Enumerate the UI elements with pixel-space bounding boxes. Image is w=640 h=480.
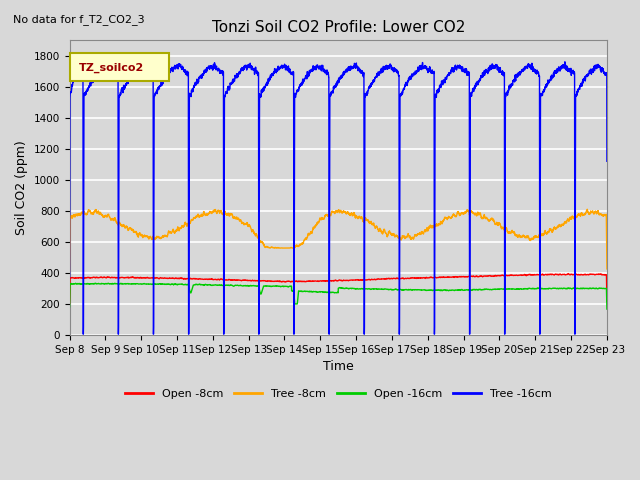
- X-axis label: Time: Time: [323, 360, 354, 373]
- Y-axis label: Soil CO2 (ppm): Soil CO2 (ppm): [15, 140, 28, 235]
- Title: Tonzi Soil CO2 Profile: Lower CO2: Tonzi Soil CO2 Profile: Lower CO2: [212, 20, 465, 35]
- Text: No data for f_T2_CO2_3: No data for f_T2_CO2_3: [13, 14, 145, 25]
- Legend: Open -8cm, Tree -8cm, Open -16cm, Tree -16cm: Open -8cm, Tree -8cm, Open -16cm, Tree -…: [121, 384, 556, 403]
- FancyBboxPatch shape: [70, 53, 169, 82]
- Text: TZ_soilco2: TZ_soilco2: [79, 62, 145, 72]
